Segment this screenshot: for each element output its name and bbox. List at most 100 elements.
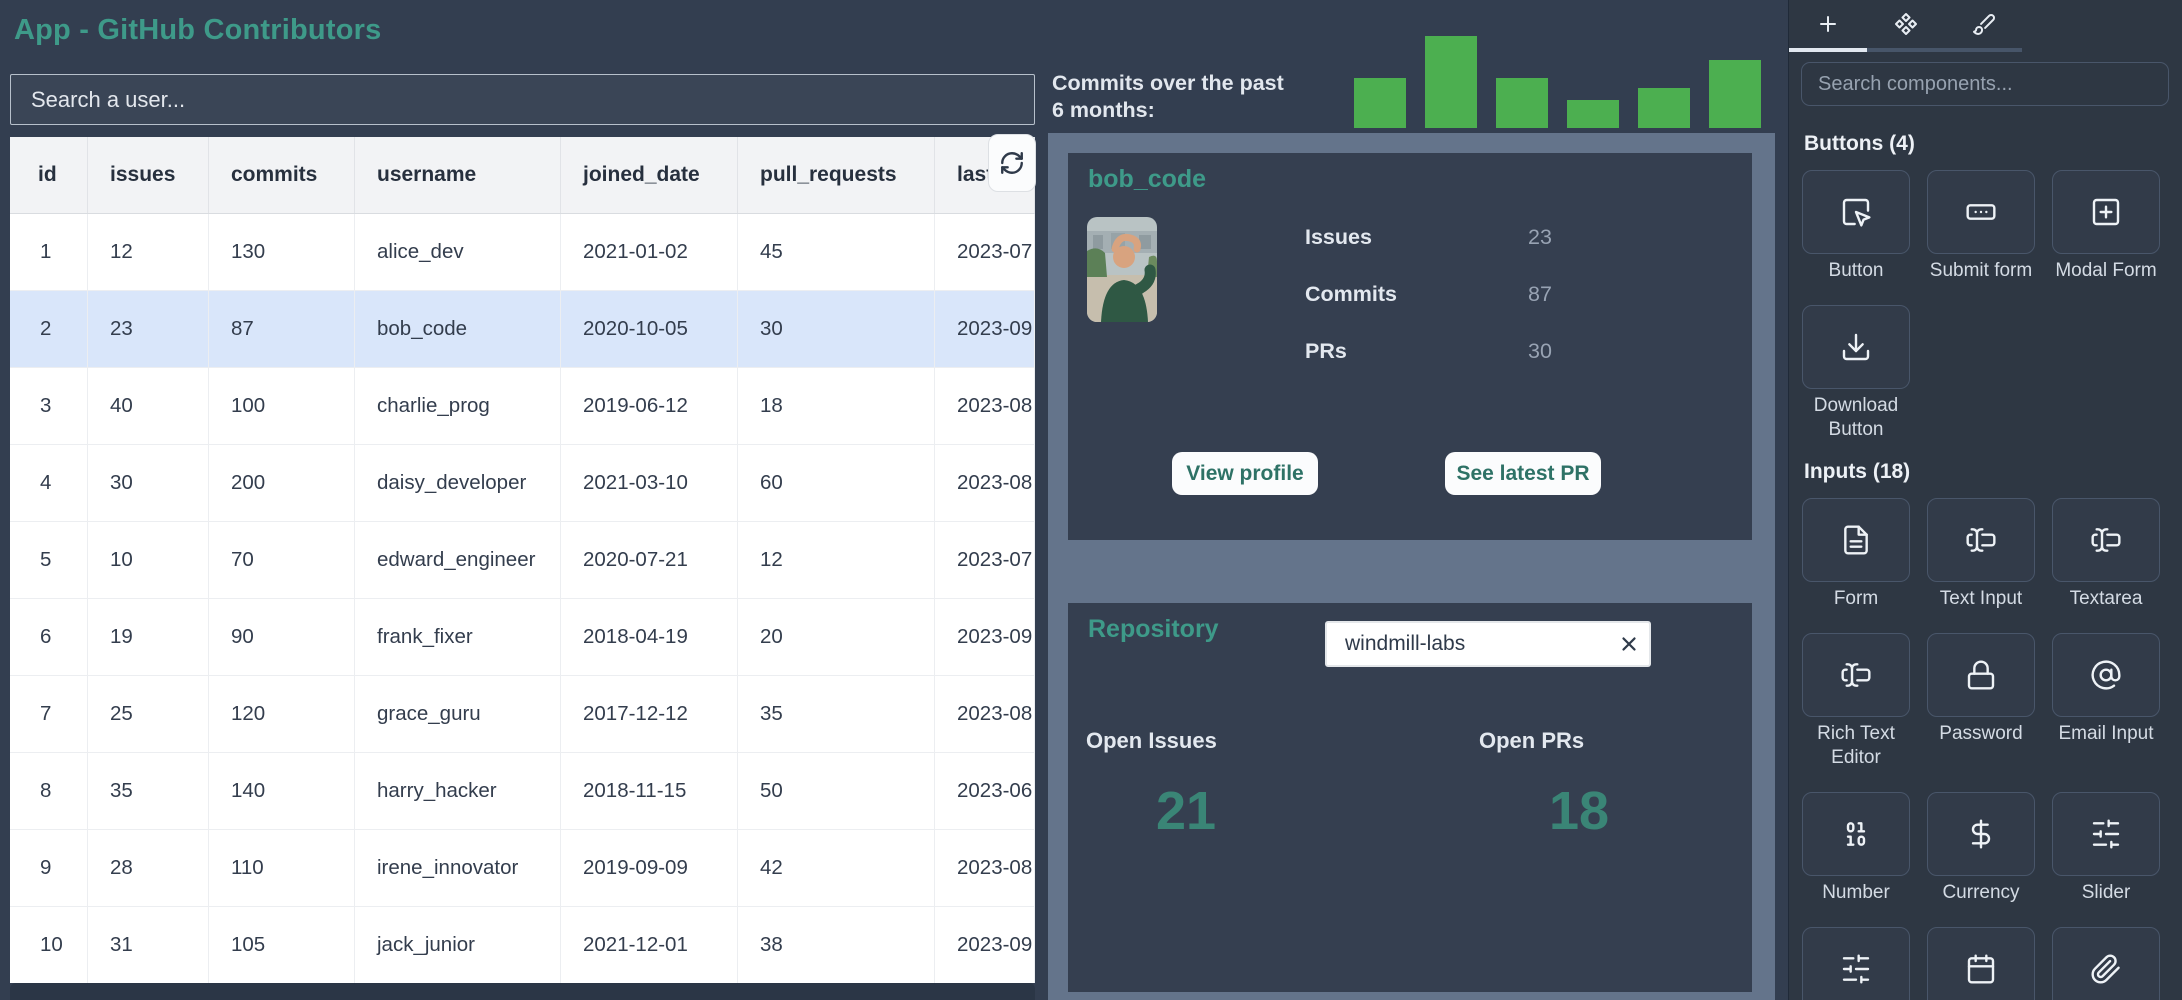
table-cell: edward_engineer [355, 522, 561, 599]
component-card-slider[interactable]: Slider [2052, 792, 2160, 905]
repository-input-wrap [1325, 621, 1651, 667]
user-avatar [1087, 217, 1157, 322]
table-cell: bob_code [355, 291, 561, 368]
repository-input[interactable] [1327, 632, 1609, 656]
table-row[interactable]: 8 35 140 harry_hacker 2018-11-15 50 2023-06 [10, 753, 1035, 830]
table-row[interactable]: 2 23 87 bob_code 2020-10-05 30 2023-09 [10, 291, 1035, 368]
component-card-number[interactable]: Number [1802, 792, 1910, 905]
metric-label: Open PRs [1479, 728, 1585, 753]
component-card-calendar[interactable] [1927, 927, 2035, 1000]
table-cell: 12 [88, 214, 209, 291]
text-cursor-icon [1966, 528, 1996, 552]
table-cell: 105 [209, 907, 355, 983]
component-grid: Form Text Input Textarea Rich Text Editor Pa… [1802, 498, 2170, 1000]
brush-icon [1973, 13, 1996, 35]
column-header-commits: commits [209, 137, 355, 213]
user-stats: Issues 23 Commits 87 PRs 30 [1305, 209, 1725, 380]
component-card-box [1927, 170, 2035, 254]
refresh-icon [1001, 152, 1023, 174]
component-card-label: Textarea [2069, 588, 2143, 609]
component-card-download-button[interactable]: Download Button [1802, 305, 1910, 442]
component-card-label: Submit form [1929, 260, 2033, 281]
section-title: Inputs (18) [1804, 460, 1911, 483]
repository-card-title: Repository [1088, 615, 1219, 643]
table-row[interactable]: 6 19 90 frank_fixer 2018-04-19 20 2023-09 [10, 599, 1035, 676]
table-cell: 2023-07 [935, 522, 1035, 599]
component-card-box [2052, 792, 2160, 876]
sidebar-active-tab-underline [1789, 48, 1867, 52]
component-card-sliders[interactable] [1802, 927, 1910, 1000]
table-cell: 50 [738, 753, 935, 830]
component-card-modal-form[interactable]: Modal Form [2052, 170, 2160, 283]
table-row[interactable]: 3 40 100 charlie_prog 2019-06-12 18 2023-08 [10, 368, 1035, 445]
column-header-joined-date: joined_date [561, 137, 738, 213]
table-cell: 10 [88, 522, 209, 599]
component-card-rich-text-editor[interactable]: Rich Text Editor [1802, 633, 1910, 770]
contributors-table: id issues commits username joined_date pull_r… [10, 137, 1035, 983]
view-profile-button[interactable]: View profile [1172, 452, 1318, 495]
chart-bar [1425, 36, 1477, 128]
table-row[interactable]: 4 30 200 daisy_developer 2021-03-10 60 2023-08 [10, 445, 1035, 522]
component-card-form[interactable]: Form [1802, 498, 1910, 611]
component-search-input[interactable] [1801, 62, 2169, 106]
table-footer-bar [10, 983, 1035, 1000]
component-card-label: Slider [2081, 882, 2131, 903]
lock-icon [1967, 660, 1995, 690]
chart-bar [1354, 78, 1406, 128]
table-row[interactable]: 7 25 120 grace_guru 2017-12-12 35 2023-08 [10, 676, 1035, 753]
sidebar-tab-component[interactable] [1867, 0, 1945, 48]
table-cell: 2023-09 [935, 907, 1035, 983]
table-cell: 2023-06 [935, 753, 1035, 830]
stat-label: Commits [1305, 282, 1397, 306]
table-cell: 2023-08 [935, 830, 1035, 907]
user-search-input[interactable] [10, 74, 1035, 125]
component-card-paperclip[interactable] [2052, 927, 2160, 1000]
sidebar-tab-plus[interactable] [1789, 0, 1867, 48]
table-cell: 2023-08 [935, 368, 1035, 445]
component-card-label: Button [1828, 260, 1884, 281]
table-row[interactable]: 9 28 110 irene_innovator 2019-09-09 42 2023-08 [10, 830, 1035, 907]
table-cell: 2023-09 [935, 599, 1035, 676]
table-cell: daisy_developer [355, 445, 561, 522]
component-card-box [2052, 633, 2160, 717]
component-card-submit-form[interactable]: Submit form [1927, 170, 2035, 283]
component-card-button[interactable]: Button [1802, 170, 1910, 283]
table-row[interactable]: 5 10 70 edward_engineer 2020-07-21 12 2023-07 [10, 522, 1035, 599]
text-cursor-icon [2091, 528, 2121, 552]
submit-form-icon [1966, 204, 1996, 220]
table-cell: 12 [738, 522, 935, 599]
table-cell: 2018-04-19 [561, 599, 738, 676]
sidebar-tab-brush[interactable] [1945, 0, 2023, 48]
text-cursor-icon [1841, 663, 1871, 687]
table-cell: charlie_prog [355, 368, 561, 445]
component-card-box [1927, 792, 2035, 876]
table-row[interactable]: 1 12 130 alice_dev 2021-01-02 45 2023-07 [10, 214, 1035, 291]
table-row[interactable]: 10 31 105 jack_junior 2021-12-01 38 2023-09 [10, 907, 1035, 983]
metric-open-issues: Open Issues 21 [1086, 728, 1286, 842]
sliders-icon [2092, 819, 2120, 849]
see-latest-pr-button[interactable]: See latest PR [1445, 452, 1601, 495]
clear-input-icon[interactable] [1609, 633, 1649, 655]
table-cell: 40 [88, 368, 209, 445]
component-card-box [1802, 498, 1910, 582]
dollar-icon [1971, 819, 1991, 849]
table-cell: 25 [88, 676, 209, 753]
table-refresh-button[interactable] [988, 134, 1036, 192]
table-cell: 100 [209, 368, 355, 445]
table-cell: grace_guru [355, 676, 561, 753]
metric-label: Open Issues [1086, 728, 1217, 753]
component-card-password[interactable]: Password [1927, 633, 2035, 770]
document-icon [1844, 525, 1868, 555]
section-buttons-4: Buttons (4) Button Submit form Modal Form Do… [1802, 132, 2170, 442]
table-cell: 35 [88, 753, 209, 830]
component-card-text-input[interactable]: Text Input [1927, 498, 2035, 611]
detail-panel: bob_code Issues [1048, 133, 1775, 1000]
sliders-icon [1842, 954, 1870, 984]
user-card: bob_code Issues [1068, 153, 1752, 540]
component-card-email-input[interactable]: Email Input [2052, 633, 2160, 770]
at-sign-icon [2091, 660, 2121, 690]
table-header-row: id issues commits username joined_date pull_r… [10, 137, 1035, 214]
component-card-textarea[interactable]: Textarea [2052, 498, 2160, 611]
component-card-currency[interactable]: Currency [1927, 792, 2035, 905]
download-icon [1842, 333, 1870, 361]
